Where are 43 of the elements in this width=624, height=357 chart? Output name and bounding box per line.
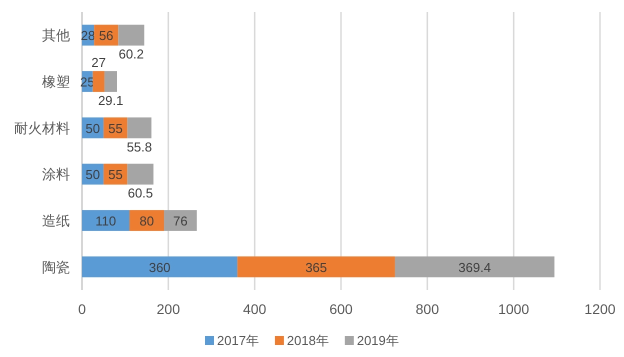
bar <box>237 256 395 278</box>
data-label: 29.1 <box>98 92 124 108</box>
y-tick-label: 陶瓷 <box>42 258 70 275</box>
bar <box>118 24 144 46</box>
data-label: 55 <box>108 120 123 136</box>
data-label: 80 <box>140 214 154 228</box>
x-tick-label: 0 <box>78 301 86 317</box>
data-label: 50 <box>86 167 100 182</box>
bar <box>82 256 238 278</box>
data-label: 55.8 <box>126 139 152 154</box>
x-tick-label: 1000 <box>498 301 530 317</box>
y-tick-label: 橡塑 <box>42 74 70 90</box>
data-label: 369.4 <box>458 260 491 275</box>
y-tick-label: 涂料 <box>42 166 70 182</box>
data-label: 56 <box>98 28 114 44</box>
bar <box>82 210 130 231</box>
bar <box>394 256 554 278</box>
legend-label: 2019年 <box>356 333 399 348</box>
data-label: 76 <box>173 214 188 228</box>
data-label: 110 <box>95 214 116 228</box>
x-tick-label: 1200 <box>584 301 616 317</box>
y-tick-label: 耐火材料 <box>14 120 70 136</box>
bar <box>92 71 104 92</box>
x-tick-label: 600 <box>329 301 353 317</box>
bar <box>104 71 118 92</box>
legend-label: 2018年 <box>286 333 329 348</box>
x-tick-label: 800 <box>416 301 440 317</box>
data-label: 365 <box>305 260 328 275</box>
x-tick-label: 200 <box>156 301 180 317</box>
bar <box>127 117 152 138</box>
x-tick-label: 400 <box>242 301 267 317</box>
data-label: 60.2 <box>118 46 144 62</box>
y-tick-label: 造纸 <box>42 212 70 228</box>
data-label: 55 <box>108 167 123 182</box>
legend-label: 2017年 <box>217 333 259 348</box>
bar <box>164 210 197 231</box>
bar <box>127 164 154 185</box>
bar <box>129 210 164 231</box>
data-label: 60.5 <box>128 186 154 201</box>
data-label: 360 <box>148 260 171 275</box>
data-label: 50 <box>86 120 100 136</box>
data-label: 27 <box>91 55 106 70</box>
y-tick-label: 其他 <box>42 27 70 44</box>
